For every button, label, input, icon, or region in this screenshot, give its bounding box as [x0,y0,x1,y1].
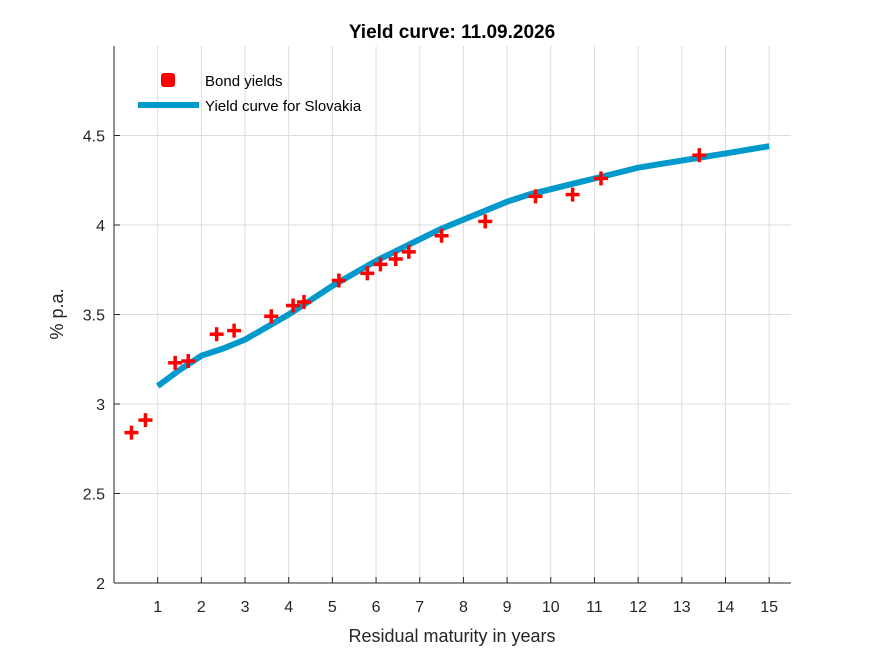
bond-yield-point [138,413,153,428]
legend-label-bond-yields: Bond yields [205,73,283,90]
x-tick-label: 1 [153,599,162,616]
y-tick-label: 3 [96,397,105,414]
bond-yield-point [388,252,403,267]
legend: Bond yields Yield curve for Slovakia [138,73,362,115]
bond-yield-point [565,187,580,202]
bond-yield-point [360,266,375,281]
y-tick-label: 4.5 [83,129,105,146]
x-tick-label: 7 [415,599,424,616]
x-tick-label: 2 [197,599,206,616]
x-tick-label: 4 [284,599,293,616]
x-tick-label: 12 [629,599,647,616]
y-tick-label: 2.5 [83,487,105,504]
bond-yield-point [286,298,301,313]
x-tick-label: 9 [503,599,512,616]
y-tick-label: 3.5 [83,308,105,325]
x-tick-label: 14 [717,599,735,616]
bond-yield-point [181,354,196,369]
x-tick-label: 6 [372,599,381,616]
x-tick-label: 13 [673,599,691,616]
legend-label-yield-curve: Yield curve for Slovakia [205,98,362,115]
x-tick-label: 8 [459,599,468,616]
series-layer [124,143,770,440]
y-tick-label: 4 [96,218,105,235]
bond-yield-point [373,257,388,272]
x-tick-label: 5 [328,599,337,616]
yield-curve-line [155,143,770,389]
bond-yield-point [434,228,449,243]
bond-yield-point [692,148,707,163]
y-axis-label: % p.a. [47,288,67,339]
grid [114,46,791,584]
bond-yield-point [401,244,416,259]
legend-marker-bond-yields [161,73,175,87]
bond-yield-point [478,214,493,229]
bond-yield-point [296,294,311,309]
x-tick-label: 15 [760,599,778,616]
bond-yield-point [209,327,224,342]
bond-yield-point [528,189,543,204]
bond-yield-point [227,323,242,338]
x-tick-label: 11 [586,599,603,616]
x-tick-label: 10 [542,599,560,616]
y-ticks: 2 2.5 3 3.5 4 4.5 [83,129,120,593]
y-tick-label: 2 [96,576,105,593]
bond-yield-point [124,425,139,440]
bond-yield-point [168,355,183,370]
bond-yield-point [331,273,346,288]
x-tick-label: 3 [241,599,250,616]
bond-yield-point [264,309,279,324]
x-axis-label: Residual maturity in years [348,626,555,646]
x-ticks: 1 2 3 4 5 6 7 8 9 10 11 12 13 14 15 [153,577,778,616]
chart-title: Yield curve: 11.09.2026 [349,22,555,43]
bond-yield-point [594,171,609,186]
